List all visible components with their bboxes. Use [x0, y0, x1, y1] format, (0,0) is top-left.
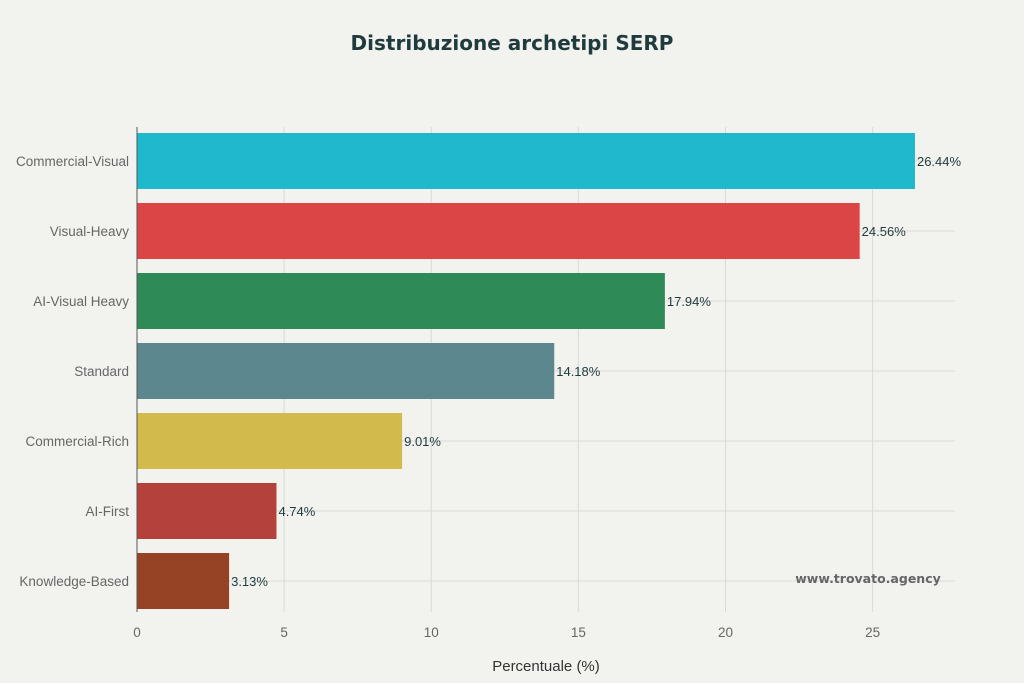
x-tick-label: 25	[865, 625, 880, 640]
category-labels: Commercial-Visual Visual-Heavy AI-Visual H…	[16, 154, 129, 589]
category-label: Commercial-Visual	[16, 154, 129, 169]
data-label: 26.44%	[917, 154, 962, 169]
bar-commercial-visual	[137, 133, 915, 189]
bar-visual-heavy	[137, 203, 860, 259]
data-label: 3.13%	[231, 574, 268, 589]
data-label: 4.74%	[278, 504, 315, 519]
category-label: Knowledge-Based	[19, 574, 129, 589]
data-label: 17.94%	[667, 294, 712, 309]
category-label: AI-Visual Heavy	[33, 294, 129, 309]
category-label: AI-First	[86, 504, 130, 519]
category-label: Commercial-Rich	[25, 434, 129, 449]
x-tick-label: 0	[133, 625, 141, 640]
bar-knowledge-based	[137, 553, 230, 609]
bar-ai-first	[137, 483, 277, 539]
data-label: 14.18%	[556, 364, 601, 379]
data-label: 24.56%	[862, 224, 907, 239]
watermark: www.trovato.agency	[795, 571, 941, 586]
bar-standard	[137, 343, 555, 399]
category-label: Visual-Heavy	[50, 224, 130, 239]
x-tick-labels: 0 5 10 15 20 25	[133, 625, 880, 640]
category-label: Standard	[74, 364, 129, 379]
bar-commercial-rich	[137, 413, 403, 469]
bars: 26.44% 24.56% 17.94% 14.18% 9.01% 4.74% 3.13%	[137, 133, 962, 609]
data-label: 9.01%	[404, 434, 441, 449]
bar-ai-visual-heavy	[137, 273, 665, 329]
x-tick-label: 5	[280, 625, 288, 640]
x-tick-label: 10	[424, 625, 439, 640]
x-axis-label: Percentuale (%)	[492, 658, 600, 675]
chart-title: Distribuzione archetipi SERP	[351, 31, 674, 55]
x-tick-label: 20	[718, 625, 733, 640]
x-tick-label: 15	[571, 625, 586, 640]
